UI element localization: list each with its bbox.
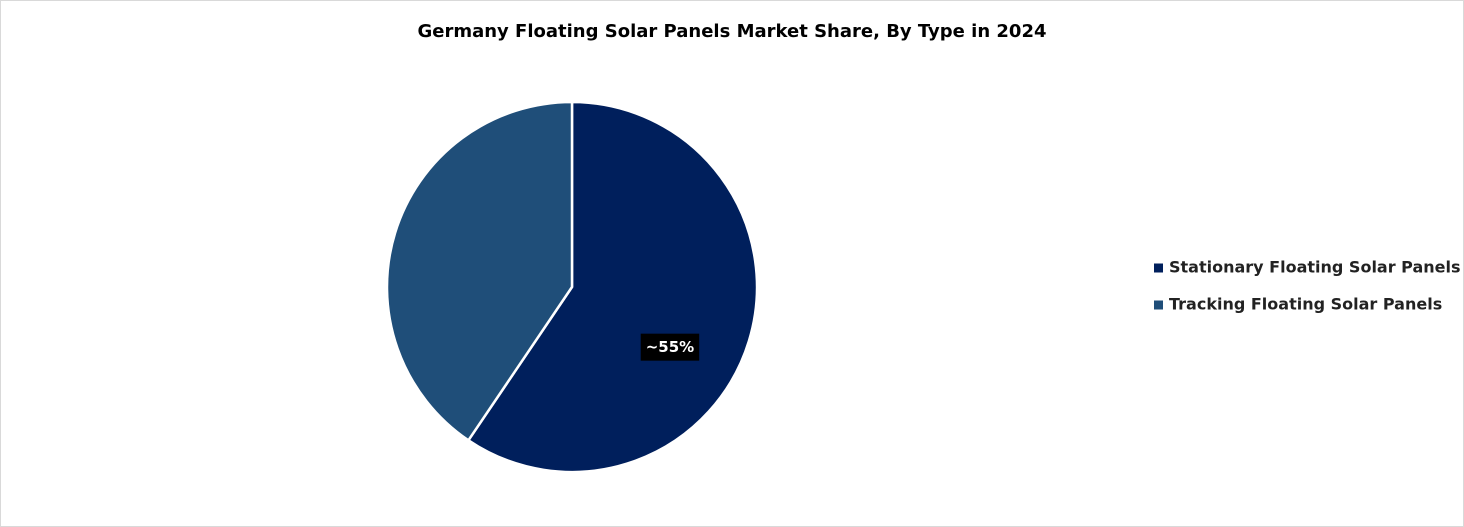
chart-title: Germany Floating Solar Panels Market Sha… [417, 21, 1046, 42]
data-label-group: ~55% [640, 333, 700, 361]
data-label-box [640, 333, 700, 361]
data-label: ~55% [646, 338, 694, 356]
legend-swatch [1154, 300, 1163, 310]
pie-slice [466, 100, 759, 474]
pie-slice [385, 100, 574, 443]
legend-label: Tracking Floating Solar Panels [1169, 295, 1442, 314]
legend-swatch [1154, 263, 1163, 273]
legend-label: Stationary Floating Solar Panels [1169, 258, 1461, 277]
